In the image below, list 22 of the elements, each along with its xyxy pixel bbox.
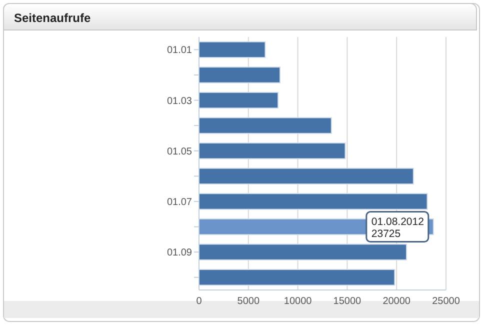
y-tick-label: 01.01 <box>166 45 192 56</box>
x-tick-label: 0 <box>196 296 202 307</box>
x-tick-label: 5000 <box>237 296 260 307</box>
x-tick-label: 25000 <box>432 296 460 307</box>
y-tick-label: 01.03 <box>166 96 192 107</box>
annotation: 01.08.2012 23725 <box>371 216 424 240</box>
x-tick-label: 10000 <box>284 296 312 307</box>
y-tick-label: 01.09 <box>166 248 192 259</box>
bar <box>198 117 332 134</box>
y-tick-label: 01.05 <box>166 146 192 158</box>
bar <box>198 142 346 160</box>
bar <box>198 193 428 210</box>
bar <box>198 168 414 184</box>
y-tick-label: 01.07 <box>166 196 192 208</box>
bar <box>198 269 396 286</box>
bar <box>198 92 279 109</box>
bar <box>198 66 281 84</box>
x-tick-label: 20000 <box>382 296 411 307</box>
bar <box>198 41 266 58</box>
text: Seitenaufrufe <box>14 11 92 25</box>
x-tick-label: 15000 <box>333 296 362 307</box>
bar <box>198 244 407 260</box>
